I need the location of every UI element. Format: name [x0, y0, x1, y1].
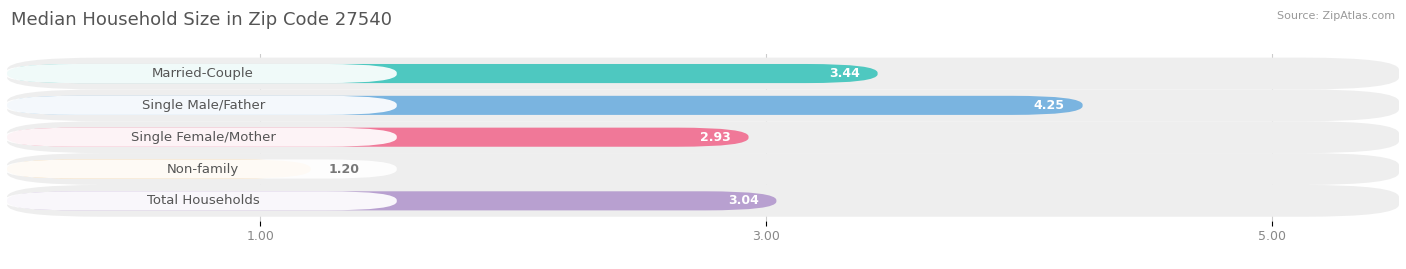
FancyBboxPatch shape: [7, 153, 1399, 185]
FancyBboxPatch shape: [7, 64, 877, 83]
Text: 3.44: 3.44: [830, 67, 860, 80]
FancyBboxPatch shape: [7, 191, 776, 210]
Text: 1.20: 1.20: [329, 162, 360, 175]
FancyBboxPatch shape: [7, 90, 1399, 121]
FancyBboxPatch shape: [7, 96, 1083, 115]
Text: Single Male/Father: Single Male/Father: [142, 99, 264, 112]
FancyBboxPatch shape: [4, 160, 396, 179]
Text: Single Female/Mother: Single Female/Mother: [131, 131, 276, 144]
FancyBboxPatch shape: [4, 96, 396, 115]
Text: Non-family: Non-family: [167, 162, 239, 175]
FancyBboxPatch shape: [7, 121, 1399, 153]
FancyBboxPatch shape: [7, 58, 1399, 90]
FancyBboxPatch shape: [7, 128, 748, 147]
Text: 4.25: 4.25: [1033, 99, 1064, 112]
Text: Source: ZipAtlas.com: Source: ZipAtlas.com: [1277, 11, 1395, 21]
Text: Married-Couple: Married-Couple: [152, 67, 254, 80]
FancyBboxPatch shape: [4, 64, 396, 83]
FancyBboxPatch shape: [4, 191, 396, 210]
Text: Total Households: Total Households: [146, 194, 260, 207]
Text: Median Household Size in Zip Code 27540: Median Household Size in Zip Code 27540: [11, 11, 392, 29]
Text: 2.93: 2.93: [700, 131, 731, 144]
FancyBboxPatch shape: [4, 128, 396, 147]
FancyBboxPatch shape: [7, 185, 1399, 217]
FancyBboxPatch shape: [7, 160, 311, 179]
Text: 3.04: 3.04: [728, 194, 759, 207]
